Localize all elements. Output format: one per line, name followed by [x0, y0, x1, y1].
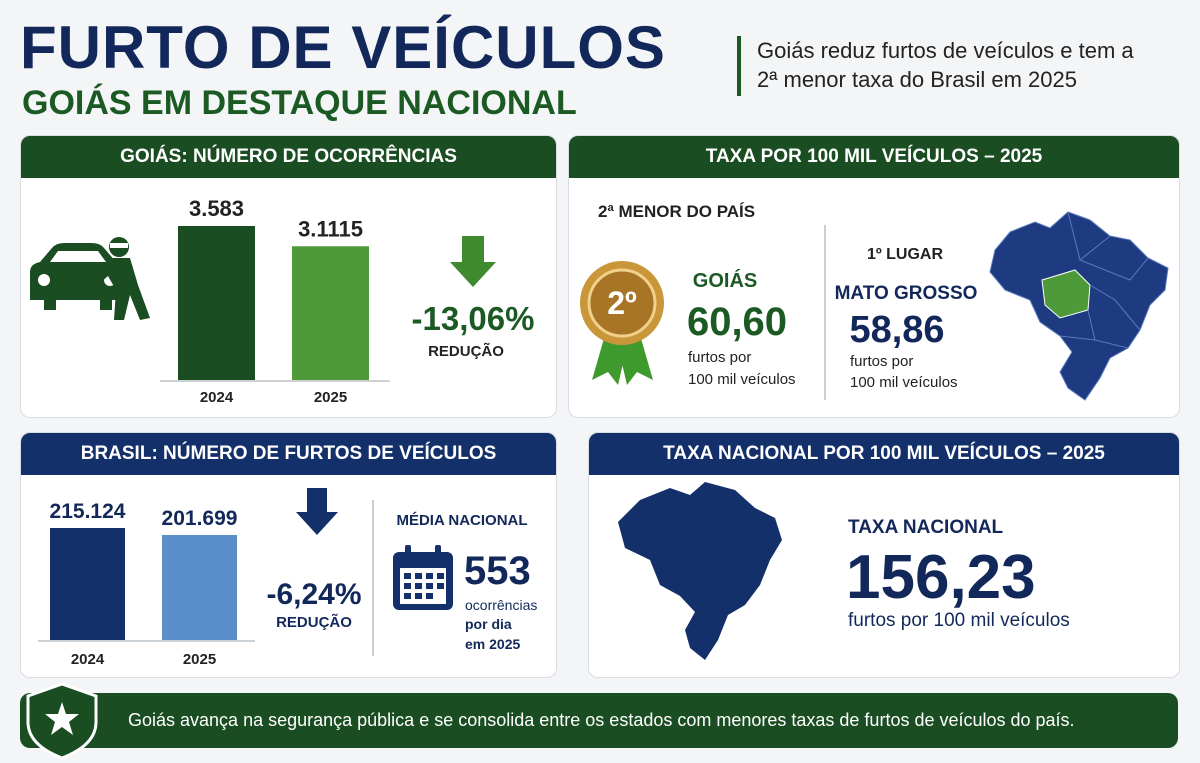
national-value: 156,23 — [846, 543, 1036, 612]
first-state: MATO GROSSO — [834, 283, 978, 304]
rate-value: 60,60 — [686, 300, 788, 344]
panel-heading: TAXA NACIONAL POR 100 MIL VEÍCULOS – 202… — [589, 433, 1179, 475]
rank-note: 2ª MENOR DO PAÍS — [598, 202, 756, 221]
medal-text: 2º — [607, 285, 637, 321]
change-label: REDUÇÃO — [428, 343, 504, 360]
first-value: 58,86 — [849, 309, 945, 351]
first-note: 1º LUGAR — [866, 246, 944, 263]
panel-heading: BRASIL: NÚMERO DE FURTOS DE VEÍCULOS — [21, 433, 556, 475]
national-unit: furtos por 100 mil veículos — [848, 610, 1070, 631]
avg-heading: MÉDIA NACIONAL — [396, 512, 528, 529]
unit-line: furtos por — [688, 349, 752, 366]
note-line: 2ª menor taxa do Brasil em 2025 — [757, 67, 1077, 92]
avg-line: em 2025 — [465, 636, 521, 652]
goias-panel: GOIÁS: NÚMERO DE OCORRÊNCIAS — [20, 135, 557, 418]
footer-text: Goiás avança na segurança pública e se c… — [128, 710, 1075, 730]
panel-heading: TAXA POR 100 MIL VEÍCULOS – 2025 — [569, 136, 1179, 178]
change: -13,06% — [411, 300, 535, 337]
avg-line: por dia — [465, 616, 512, 632]
unit-line: 100 mil veículos — [688, 371, 796, 388]
state: GOIÁS — [692, 270, 758, 292]
unit-line: furtos por — [850, 353, 914, 370]
title: FURTO DE VEÍCULOS — [20, 14, 666, 81]
note-line: Goiás reduz furtos de veículos e tem a — [757, 38, 1134, 63]
note-accent — [737, 36, 741, 96]
panel-heading: GOIÁS: NÚMERO DE OCORRÊNCIAS — [21, 136, 556, 178]
change: -6,24% — [266, 578, 362, 611]
subtitle: GOIÁS EM DESTAQUE NACIONAL — [22, 84, 577, 122]
change-label: REDUÇÃO — [276, 614, 352, 631]
avg-value: 553 — [464, 549, 531, 593]
footer-bar — [20, 693, 1178, 748]
national-label: TAXA NACIONAL — [848, 517, 1004, 538]
unit-line: 100 mil veículos — [850, 374, 958, 391]
avg-line: ocorrências — [465, 597, 538, 613]
